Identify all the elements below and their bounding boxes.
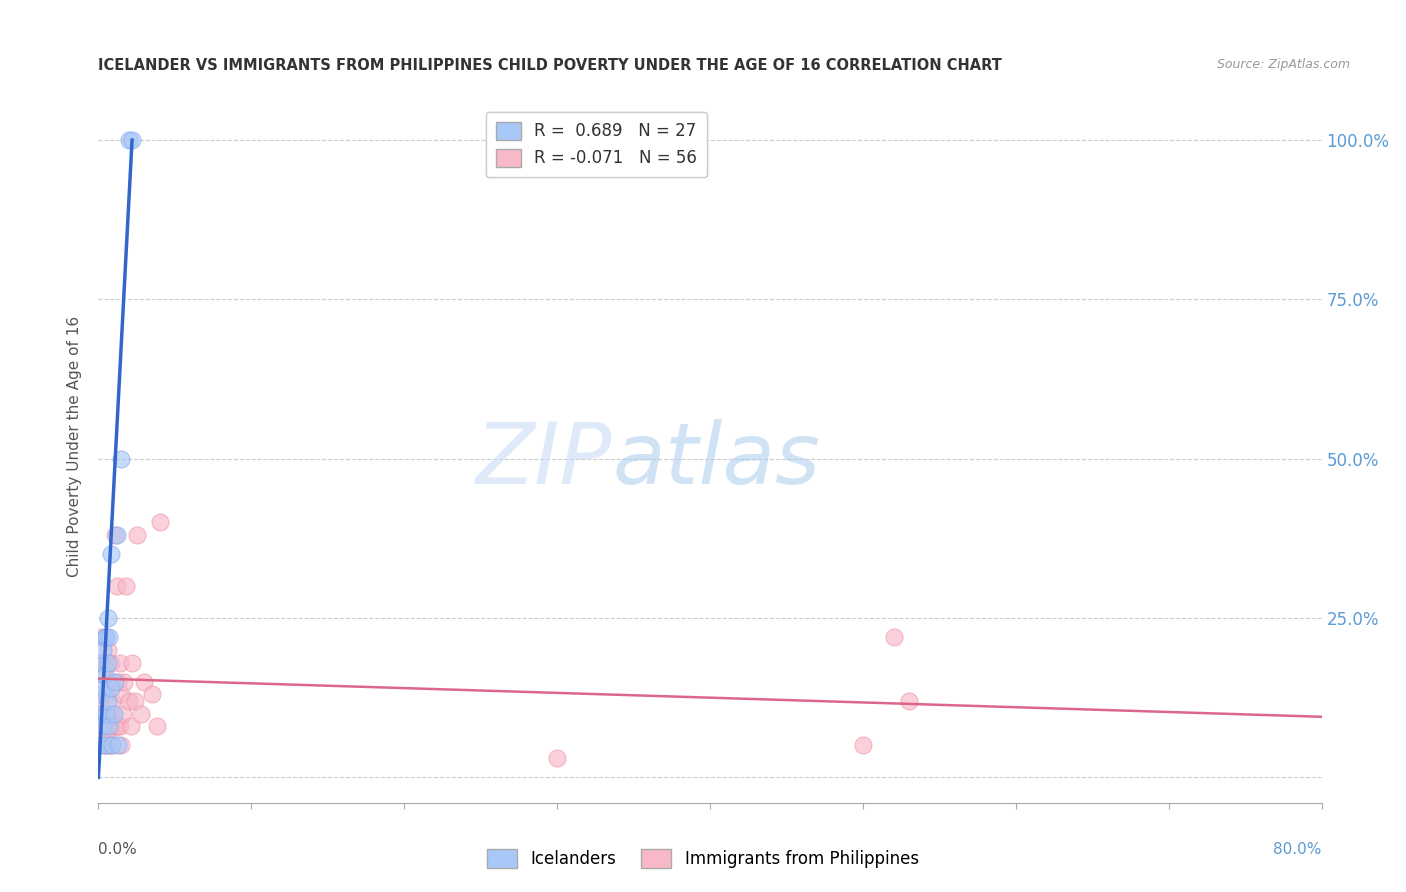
Point: [883, 630, 905, 644]
Point: [100, 706, 122, 721]
Point: [120, 719, 142, 733]
Point: [98, 739, 121, 753]
Point: [110, 739, 132, 753]
Point: [93, 668, 115, 682]
Point: [97, 694, 120, 708]
Point: [103, 719, 125, 733]
Point: [118, 694, 141, 708]
Point: [149, 516, 172, 530]
Point: [93, 656, 115, 670]
Point: [91, 681, 114, 695]
Legend: R =  0.689   N = 27, R = -0.071   N = 56: R = 0.689 N = 27, R = -0.071 N = 56: [486, 112, 707, 178]
Point: [89, 739, 111, 753]
Point: [94, 719, 117, 733]
Point: [98, 630, 121, 644]
Point: [97, 706, 120, 721]
Point: [94, 630, 117, 644]
Point: [94, 739, 117, 753]
Text: Source: ZipAtlas.com: Source: ZipAtlas.com: [1216, 58, 1350, 71]
Point: [107, 739, 129, 753]
Point: [105, 579, 128, 593]
Point: [107, 719, 129, 733]
Point: [91, 732, 114, 747]
Point: [98, 706, 121, 721]
Point: [103, 706, 125, 721]
Point: [546, 751, 568, 765]
Point: [134, 674, 156, 689]
Point: [91, 706, 114, 721]
Point: [90, 688, 112, 702]
Text: atlas: atlas: [612, 418, 820, 502]
Point: [115, 579, 138, 593]
Point: [89, 706, 111, 721]
Text: ZIP: ZIP: [475, 418, 612, 502]
Point: [90, 694, 112, 708]
Point: [108, 719, 131, 733]
Point: [89, 656, 111, 670]
Y-axis label: Child Poverty Under the Age of 16: Child Poverty Under the Age of 16: [67, 316, 83, 576]
Point: [111, 706, 134, 721]
Point: [94, 706, 117, 721]
Point: [100, 681, 122, 695]
Point: [93, 739, 115, 753]
Point: [101, 694, 124, 708]
Point: [97, 732, 120, 747]
Point: [101, 739, 124, 753]
Point: [110, 451, 132, 466]
Point: [121, 133, 143, 147]
Point: [105, 719, 128, 733]
Point: [100, 656, 122, 670]
Text: 0.0%: 0.0%: [98, 842, 138, 857]
Point: [90, 719, 112, 733]
Point: [90, 630, 112, 644]
Point: [91, 719, 114, 733]
Point: [91, 668, 114, 682]
Point: [105, 528, 128, 542]
Point: [93, 706, 115, 721]
Point: [129, 706, 152, 721]
Point: [100, 739, 122, 753]
Point: [97, 656, 120, 670]
Point: [108, 656, 131, 670]
Point: [89, 706, 111, 721]
Point: [125, 528, 148, 542]
Point: [98, 719, 121, 733]
Point: [89, 739, 111, 753]
Point: [897, 694, 920, 708]
Point: [112, 674, 135, 689]
Point: [90, 656, 112, 670]
Point: [141, 688, 163, 702]
Point: [110, 688, 132, 702]
Point: [94, 630, 117, 644]
Point: [101, 739, 124, 753]
Point: [124, 694, 146, 708]
Legend: Icelanders, Immigrants from Philippines: Icelanders, Immigrants from Philippines: [481, 843, 925, 875]
Point: [97, 611, 120, 625]
Text: ICELANDER VS IMMIGRANTS FROM PHILIPPINES CHILD POVERTY UNDER THE AGE OF 16 CORRE: ICELANDER VS IMMIGRANTS FROM PHILIPPINES…: [98, 58, 1002, 73]
Point: [145, 719, 167, 733]
Point: [121, 656, 143, 670]
Point: [104, 674, 127, 689]
Point: [97, 643, 120, 657]
Point: [100, 547, 122, 561]
Point: [107, 674, 129, 689]
Point: [852, 739, 875, 753]
Point: [118, 133, 141, 147]
Point: [103, 674, 125, 689]
Point: [94, 739, 117, 753]
Point: [104, 719, 127, 733]
Point: [104, 528, 127, 542]
Point: [94, 688, 117, 702]
Point: [93, 630, 115, 644]
Point: [98, 674, 121, 689]
Point: [91, 643, 114, 657]
Text: 80.0%: 80.0%: [1274, 842, 1322, 857]
